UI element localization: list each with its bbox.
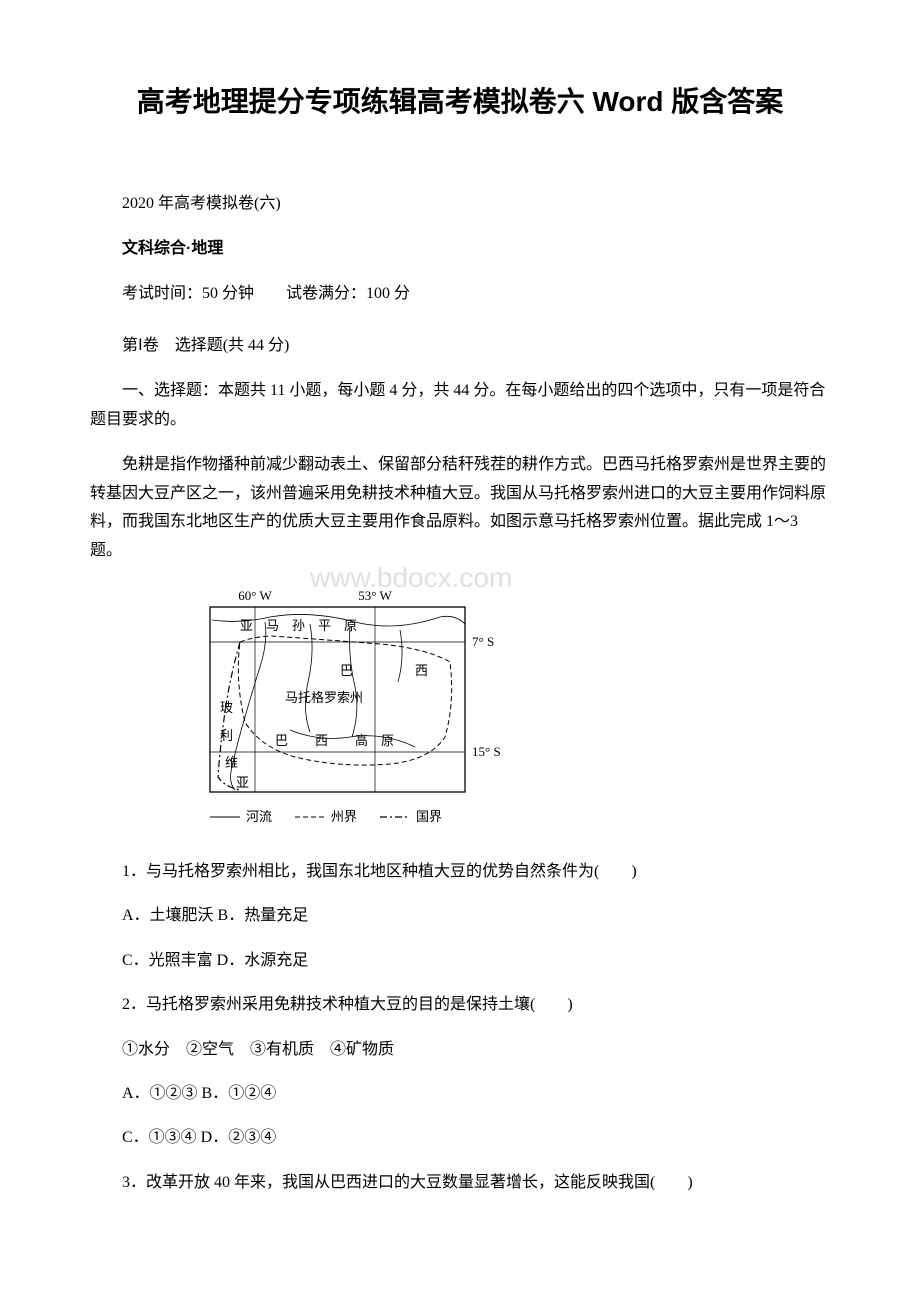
exam-subject: 文科综合·地理	[90, 235, 830, 264]
question-2-options-ab: A．①②③ B．①②④	[90, 1079, 830, 1109]
passage-1: 免耕是指作物播种前减少翻动表土、保留部分秸秆残茬的耕作方式。巴西马托格罗索州是世…	[90, 451, 830, 566]
label-bo3: 维	[225, 755, 238, 770]
map-svg: 60° W 53° W 7° S 15° S 亚 马 孙 平 原 巴 西 马托格…	[190, 582, 510, 837]
question-1-options-cd: C．光照丰富 D．水源充足	[90, 946, 830, 976]
question-2-subopts: ①水分 ②空气 ③有机质 ④矿物质	[90, 1035, 830, 1065]
exam-info: 考试时间：50 分钟 试卷满分：100 分	[90, 280, 830, 309]
label-amazon: 亚 马 孙 平 原	[240, 618, 357, 633]
question-1-options-ab: A．土壤肥沃 B．热量充足	[90, 901, 830, 931]
label-ba2: 巴	[275, 733, 288, 748]
label-bo4: 亚	[236, 775, 249, 790]
label-gao: 高 原	[355, 733, 394, 748]
legend-river: 河流	[246, 809, 272, 824]
lat-bottom: 15° S	[472, 744, 501, 759]
label-xi: 西	[415, 663, 428, 678]
lon-left: 60° W	[238, 588, 272, 603]
question-3: 3．改革开放 40 年来，我国从巴西进口的大豆数量显著增长，这能反映我国( )	[90, 1168, 830, 1198]
label-bo1: 玻	[220, 700, 233, 715]
label-bo2: 利	[220, 728, 233, 743]
question-2: 2．马托格罗索州采用免耕技术种植大豆的目的是保持土壤( )	[90, 990, 830, 1020]
map-figure: www.bdocx.com 60° W 53° W 7° S 15° S 亚 马…	[190, 582, 510, 837]
label-state: 马托格罗索州	[285, 690, 363, 705]
legend-country: 国界	[416, 809, 442, 824]
lon-right: 53° W	[358, 588, 392, 603]
legend-state: 州界	[331, 809, 357, 824]
section-instructions: 一、选择题：本题共 11 小题，每小题 4 分，共 44 分。在每小题给出的四个…	[90, 377, 830, 435]
label-xi2: 西	[315, 733, 328, 748]
exam-edition: 2020 年高考模拟卷(六)	[90, 190, 830, 219]
question-1: 1．与马托格罗索州相比，我国东北地区种植大豆的优势自然条件为( )	[90, 857, 830, 887]
lat-top: 7° S	[472, 634, 494, 649]
section-heading: 第Ⅰ卷 选择题(共 44 分)	[90, 332, 830, 361]
label-ba: 巴	[340, 663, 353, 678]
question-2-options-cd: C．①③④ D．②③④	[90, 1123, 830, 1153]
document-title: 高考地理提分专项练辑高考模拟卷六 Word 版含答案	[90, 80, 830, 120]
